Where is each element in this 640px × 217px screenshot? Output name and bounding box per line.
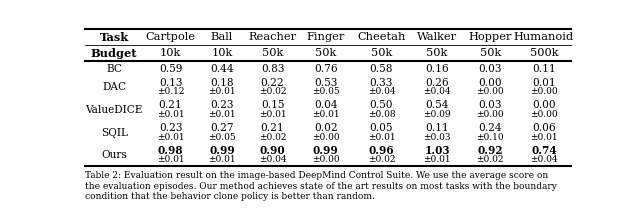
Text: 0.50: 0.50 <box>370 100 393 110</box>
Text: ±0.01: ±0.01 <box>157 133 184 141</box>
Text: 0.11: 0.11 <box>426 123 449 133</box>
Text: ±0.01: ±0.01 <box>312 110 340 119</box>
Text: 50k: 50k <box>371 48 392 58</box>
Text: DAC: DAC <box>102 82 126 92</box>
Text: 0.15: 0.15 <box>261 100 284 110</box>
Text: ±0.01: ±0.01 <box>157 155 184 164</box>
Text: 0.24: 0.24 <box>479 123 502 133</box>
Text: Budget: Budget <box>91 48 138 59</box>
Text: ±0.05: ±0.05 <box>208 133 236 141</box>
Text: Reacher: Reacher <box>248 32 296 42</box>
Text: 0.02: 0.02 <box>314 123 337 133</box>
Text: 0.83: 0.83 <box>261 64 284 74</box>
Text: ±0.02: ±0.02 <box>477 155 504 164</box>
Text: 0.13: 0.13 <box>159 78 182 88</box>
Text: Cheetah: Cheetah <box>357 32 406 42</box>
Text: ±0.03: ±0.03 <box>424 133 451 141</box>
Text: ±0.01: ±0.01 <box>367 133 396 141</box>
Text: Hopper: Hopper <box>468 32 512 42</box>
Text: 0.76: 0.76 <box>314 64 337 74</box>
Text: ±0.00: ±0.00 <box>530 110 558 119</box>
Text: ±0.01: ±0.01 <box>208 110 236 119</box>
Text: 0.53: 0.53 <box>314 78 337 88</box>
Text: ±0.01: ±0.01 <box>208 155 236 164</box>
Text: ±0.09: ±0.09 <box>423 110 451 119</box>
Text: ±0.10: ±0.10 <box>476 133 504 141</box>
Text: 0.44: 0.44 <box>210 64 234 74</box>
Text: 0.01: 0.01 <box>532 78 556 88</box>
Text: 0.00: 0.00 <box>479 78 502 88</box>
Text: ±0.00: ±0.00 <box>312 155 340 164</box>
Text: Humanoid: Humanoid <box>514 32 574 42</box>
Text: 0.98: 0.98 <box>157 145 183 156</box>
Text: ±0.04: ±0.04 <box>530 155 558 164</box>
Text: 0.26: 0.26 <box>426 78 449 88</box>
Text: 0.03: 0.03 <box>479 100 502 110</box>
Text: ±0.01: ±0.01 <box>530 133 558 141</box>
Text: ±0.00: ±0.00 <box>312 133 340 141</box>
Text: ±0.00: ±0.00 <box>476 110 504 119</box>
Text: 0.18: 0.18 <box>210 78 234 88</box>
Text: 0.04: 0.04 <box>314 100 337 110</box>
Text: 0.96: 0.96 <box>369 145 394 156</box>
Text: 0.74: 0.74 <box>531 145 557 156</box>
Text: ±0.02: ±0.02 <box>259 87 286 97</box>
Text: 0.99: 0.99 <box>209 145 235 156</box>
Text: ±0.05: ±0.05 <box>312 87 340 97</box>
Text: 50k: 50k <box>479 48 501 58</box>
Text: 0.59: 0.59 <box>159 64 182 74</box>
Text: ValueDICE: ValueDICE <box>85 105 143 115</box>
Text: Task: Task <box>99 32 129 43</box>
Text: 500k: 500k <box>530 48 558 58</box>
Text: ±0.08: ±0.08 <box>367 110 396 119</box>
Text: ±0.01: ±0.01 <box>259 110 286 119</box>
Text: BC: BC <box>106 64 122 74</box>
Text: 0.92: 0.92 <box>477 145 503 156</box>
Text: 0.06: 0.06 <box>532 123 556 133</box>
Text: ±0.12: ±0.12 <box>157 87 184 97</box>
Text: 0.90: 0.90 <box>260 145 285 156</box>
Text: ±0.00: ±0.00 <box>476 87 504 97</box>
Text: 0.23: 0.23 <box>210 100 234 110</box>
Text: 50k: 50k <box>262 48 283 58</box>
Text: 0.05: 0.05 <box>370 123 393 133</box>
Text: Ball: Ball <box>211 32 233 42</box>
Text: 0.21: 0.21 <box>260 123 284 133</box>
Text: 0.21: 0.21 <box>159 100 182 110</box>
Text: 10k: 10k <box>211 48 232 58</box>
Text: 0.58: 0.58 <box>370 64 393 74</box>
Text: Cartpole: Cartpole <box>145 32 196 42</box>
Text: 0.16: 0.16 <box>426 64 449 74</box>
Text: ±0.04: ±0.04 <box>367 87 396 97</box>
Text: 0.00: 0.00 <box>532 100 556 110</box>
Text: 0.23: 0.23 <box>159 123 182 133</box>
Text: Finger: Finger <box>307 32 345 42</box>
Text: Walker: Walker <box>417 32 457 42</box>
Text: 0.03: 0.03 <box>479 64 502 74</box>
Text: Ours: Ours <box>101 150 127 160</box>
Text: 10k: 10k <box>160 48 181 58</box>
Text: 1.03: 1.03 <box>424 145 450 156</box>
Text: ±0.04: ±0.04 <box>423 87 451 97</box>
Text: ±0.01: ±0.01 <box>423 155 451 164</box>
Text: ±0.01: ±0.01 <box>208 87 236 97</box>
Text: 0.33: 0.33 <box>370 78 393 88</box>
Text: 0.11: 0.11 <box>532 64 556 74</box>
Text: 50k: 50k <box>426 48 448 58</box>
Text: ±0.02: ±0.02 <box>259 133 286 141</box>
Text: 0.54: 0.54 <box>426 100 449 110</box>
Text: 0.99: 0.99 <box>313 145 339 156</box>
Text: SQIL: SQIL <box>100 128 127 138</box>
Text: ±0.00: ±0.00 <box>530 87 558 97</box>
Text: ±0.04: ±0.04 <box>259 155 286 164</box>
Text: ±0.01: ±0.01 <box>157 110 184 119</box>
Text: 0.27: 0.27 <box>210 123 234 133</box>
Text: Table 2: Evaluation result on the image-based DeepMind Control Suite. We use the: Table 2: Evaluation result on the image-… <box>85 171 557 201</box>
Text: 0.22: 0.22 <box>260 78 284 88</box>
Text: ±0.02: ±0.02 <box>367 155 395 164</box>
Text: 50k: 50k <box>315 48 337 58</box>
